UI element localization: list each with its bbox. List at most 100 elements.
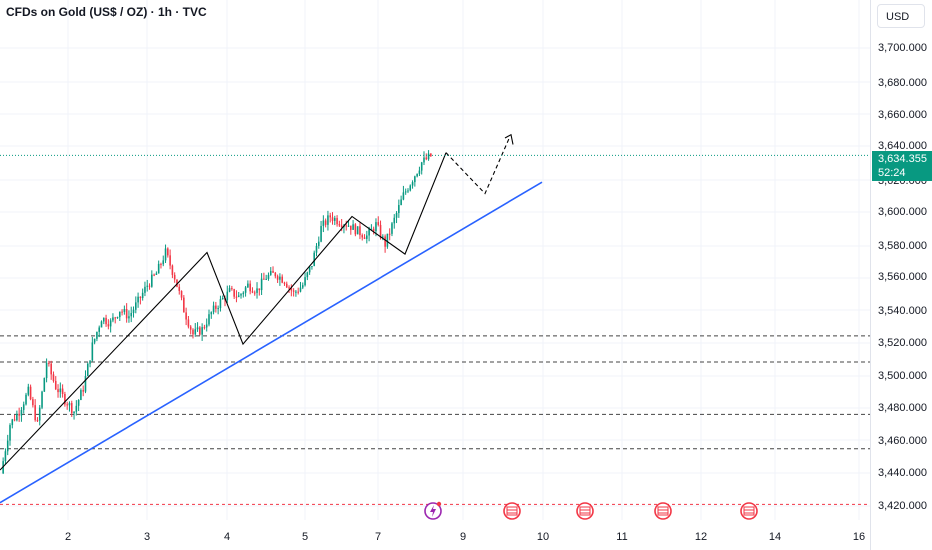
candle-body <box>43 378 46 392</box>
candle-body <box>183 297 185 313</box>
candle-body <box>157 263 160 274</box>
candle-body <box>279 276 281 280</box>
candle-body <box>274 272 277 277</box>
candle-body <box>146 285 149 287</box>
candle-body <box>356 226 359 235</box>
projection-arrowhead <box>504 133 514 145</box>
time-axis[interactable] <box>0 520 870 550</box>
candle-body <box>299 287 302 292</box>
price-label: 3,540.000 <box>878 305 927 317</box>
currency-button[interactable]: USD <box>877 4 925 28</box>
candle-body <box>423 157 425 163</box>
candle-body <box>366 235 368 239</box>
time-label: 7 <box>374 531 382 543</box>
candle-body <box>18 413 20 416</box>
flag-glyph <box>506 506 518 516</box>
candle-body <box>34 405 36 421</box>
candle-body <box>96 331 98 339</box>
candle-body <box>301 285 304 288</box>
candle-body <box>13 419 16 421</box>
candle-body <box>144 286 146 293</box>
candle-body <box>169 255 171 266</box>
candle-body <box>418 170 421 174</box>
candle-body <box>66 404 68 406</box>
notification-dot <box>436 501 442 507</box>
candle-body <box>388 233 391 235</box>
candle-body <box>338 224 341 226</box>
price-label: 3,580.000 <box>878 240 927 252</box>
candle-body <box>336 218 338 225</box>
candle-body <box>4 451 7 462</box>
symbol-title[interactable]: CFDs on Gold (US$ / OZ) · 1h · TVC <box>6 5 207 19</box>
candle-body <box>295 291 297 293</box>
candle-body <box>368 228 370 236</box>
candle-body <box>221 298 224 300</box>
candle-body <box>407 190 409 192</box>
candle-body <box>52 374 55 381</box>
candle-body <box>203 327 206 329</box>
candle-body <box>253 292 256 294</box>
candle-body <box>416 173 418 177</box>
price-label: 3,480.000 <box>878 402 927 414</box>
candle-body <box>75 405 78 412</box>
candle-body <box>199 327 201 335</box>
candle-body <box>260 278 263 291</box>
candle-body <box>285 283 288 288</box>
candle-body <box>420 162 423 171</box>
candle-body <box>192 329 194 335</box>
candle-body <box>297 291 299 293</box>
flag-glyph <box>743 506 755 516</box>
candle-body <box>128 316 130 319</box>
candle-body <box>82 390 84 392</box>
candle-body <box>256 288 258 293</box>
candle-body <box>379 224 382 238</box>
candle-body <box>107 324 110 327</box>
time-label: 9 <box>459 531 467 543</box>
candle-body <box>352 224 354 230</box>
candle-body <box>382 236 384 238</box>
candle-body <box>68 403 71 406</box>
candle-body <box>329 215 332 218</box>
candle-body <box>359 226 361 236</box>
candle-body <box>45 362 48 379</box>
candle-body <box>205 324 208 328</box>
candle-body <box>320 225 322 242</box>
candle-body <box>377 222 380 225</box>
candle-body <box>210 312 213 315</box>
time-label: 14 <box>768 531 782 543</box>
candle-body <box>267 274 270 279</box>
price-label: 3,680.000 <box>878 77 927 89</box>
candle-body <box>311 266 313 268</box>
candle-body <box>375 222 377 232</box>
candle-body <box>167 248 169 256</box>
candle-body <box>242 292 245 295</box>
candle-body <box>233 289 235 297</box>
price-label: 3,500.000 <box>878 370 927 382</box>
candle-body <box>247 283 249 288</box>
candle-body <box>91 342 94 361</box>
candle-body <box>84 376 87 392</box>
candle-body <box>29 386 32 400</box>
candle-body <box>276 276 279 280</box>
price-axis[interactable] <box>870 0 932 550</box>
candle-body <box>340 225 343 228</box>
candle-body <box>86 363 89 377</box>
blue-trendline[interactable] <box>0 181 543 504</box>
price-label: 3,520.000 <box>878 337 927 349</box>
candle-body <box>409 185 412 191</box>
candle-body <box>98 327 101 332</box>
candle-body <box>38 407 41 421</box>
lightning-glyph <box>430 505 436 517</box>
candle-body <box>331 217 334 221</box>
candle-body <box>105 317 107 325</box>
zigzag-pattern[interactable] <box>0 152 447 471</box>
candle-body <box>185 312 187 320</box>
candle-body <box>347 225 350 227</box>
candle-body <box>411 182 414 186</box>
candle-body <box>430 153 432 157</box>
candle-body <box>212 305 215 313</box>
candle-body <box>201 327 203 335</box>
projection-path[interactable] <box>445 136 511 195</box>
